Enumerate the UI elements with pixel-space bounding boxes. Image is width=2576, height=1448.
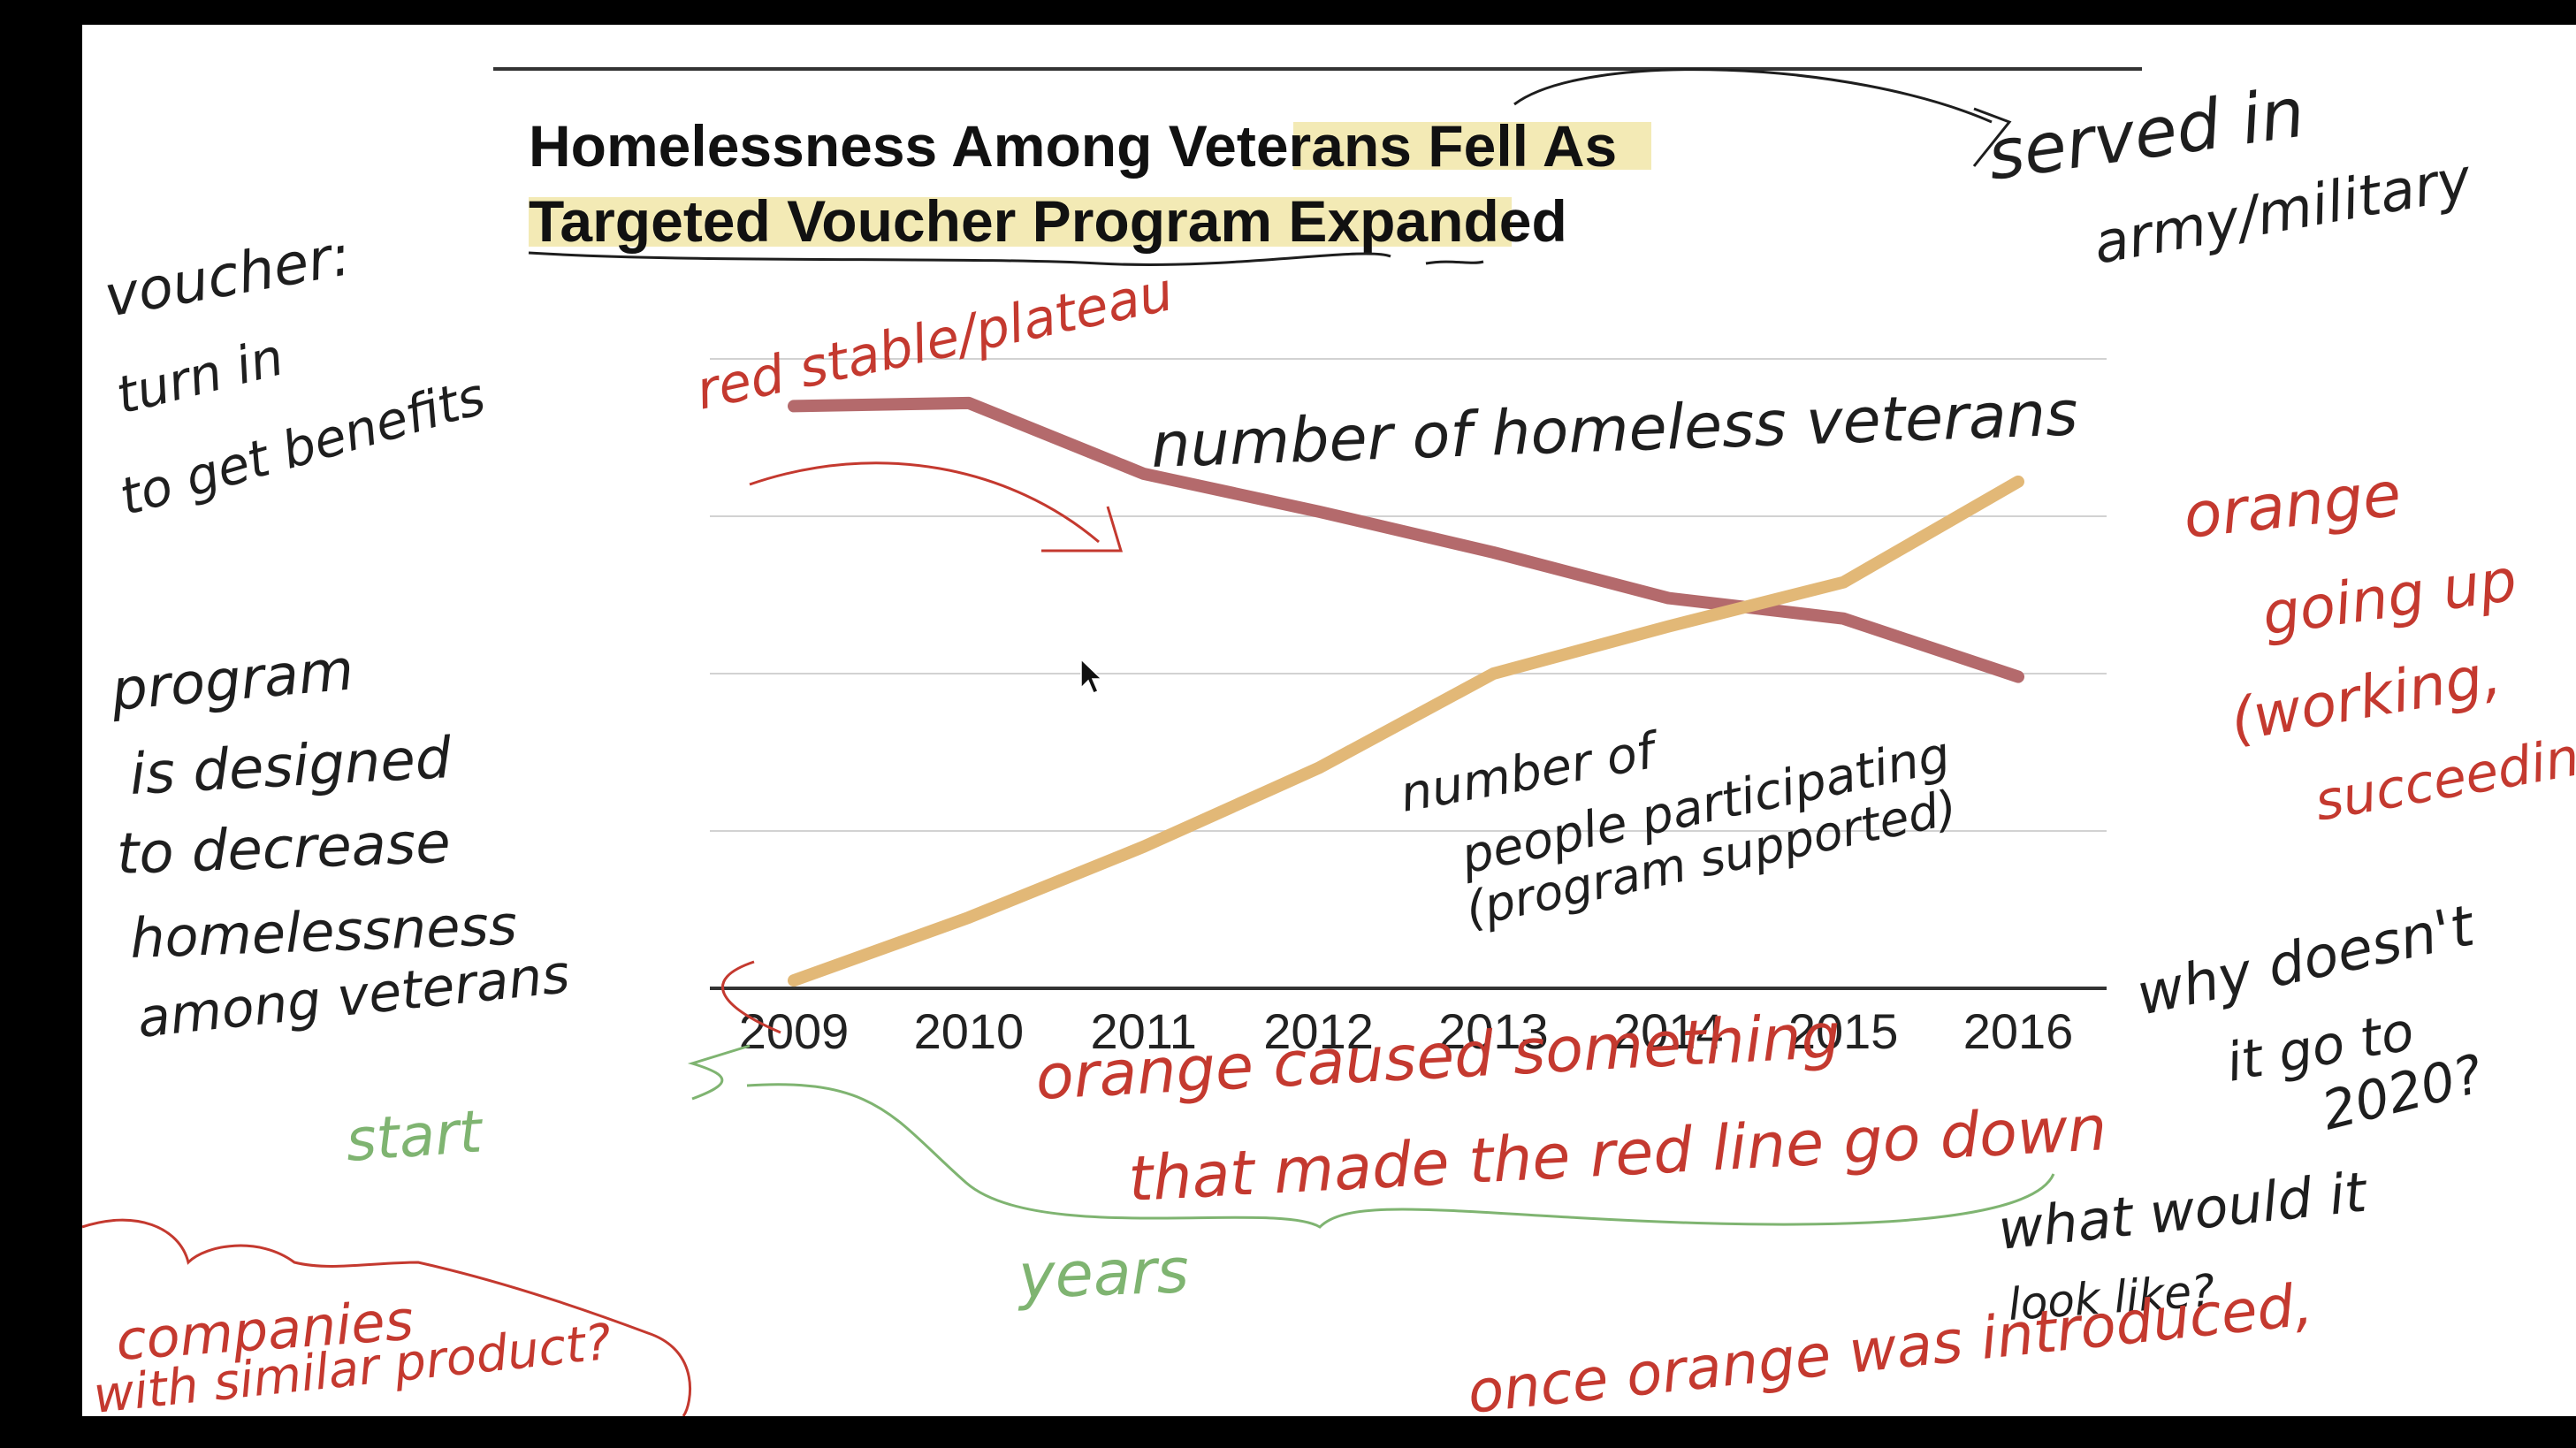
data-point: [1842, 617, 1845, 620]
chart-svg: Homelessness Among Veterans Fell As Targ…: [82, 67, 2576, 1416]
annotation-orange-1: orange: [2180, 458, 2405, 553]
title-underline-ink: [528, 251, 1391, 266]
companies-cloud: [82, 1218, 691, 1416]
annotation-start: start: [344, 1097, 486, 1175]
data-point: [2017, 480, 2019, 483]
data-point: [793, 979, 795, 982]
chart-title-line-2: Targeted Voucher Program Expanded: [529, 188, 1567, 254]
red-stable-arrow-head: [1041, 506, 1124, 553]
data-point: [1667, 625, 1670, 628]
title-highlight-program: [529, 197, 1512, 247]
annotation-orange-4: succeeding: [2310, 720, 2576, 834]
start-circle: [721, 960, 781, 1034]
series-line-1: [788, 396, 2024, 683]
data-point: [1317, 766, 1320, 769]
annotation-program-1: program: [108, 637, 356, 724]
annotation-number-homeless: number of homeless veterans: [1150, 377, 2079, 482]
data-point: [1142, 845, 1145, 848]
data-point: [967, 916, 970, 918]
data-point: [2017, 675, 2019, 678]
data-point: [1667, 597, 1670, 599]
x-tick-label: 2012: [1263, 1003, 1374, 1059]
slide-canvas: Homelessness Among Veterans Fell As Targ…: [82, 25, 2576, 1416]
data-point: [1492, 551, 1495, 553]
served-arrow: [1513, 68, 1993, 124]
series-line-2: [788, 475, 2024, 987]
years-brace: [746, 1083, 2055, 1229]
data-point: [1317, 510, 1320, 513]
annotation-program-2: is designed: [128, 726, 453, 808]
x-tick-label: 2009: [739, 1003, 850, 1059]
start-arrow: [687, 1044, 751, 1101]
x-tick-label: 2011: [1091, 1003, 1197, 1059]
annotations: served in army/military voucher: turn in…: [82, 73, 2576, 1416]
chart-title-line-1: Homelessness Among Veterans Fell As: [529, 113, 1617, 179]
annotation-orange-2: going up: [2259, 545, 2521, 648]
annotation-program-4: homelessness: [129, 893, 518, 971]
plot-area: 2009 2010 2011 2012 2013 2014 2015 2016: [710, 358, 2107, 1059]
annotation-voucher-2: turn in: [111, 326, 289, 425]
annotation-program-3: to decrease: [116, 811, 452, 888]
annotation-orange-3: (working,: [2225, 640, 2505, 754]
x-tick-label: 2016: [1963, 1003, 2074, 1059]
annotation-once-orange: once orange was introduced,: [1465, 1270, 2316, 1416]
data-point: [1492, 673, 1495, 674]
annotation-orange-caused-2: that made the red line go down: [1127, 1092, 2109, 1216]
data-point: [1842, 581, 1845, 583]
x-tick-label: 2015: [1788, 1003, 1899, 1059]
annotation-years: years: [1016, 1234, 1190, 1313]
annotation-served-in: served in: [1983, 73, 2309, 196]
title-underline-ink-2: [1425, 260, 1484, 265]
mouse-cursor-icon: [1080, 658, 1103, 694]
data-point: [1142, 472, 1145, 475]
x-tick-label: 2013: [1438, 1003, 1549, 1059]
x-tick-label: 2014: [1613, 1003, 1724, 1059]
title-highlight-veterans: [1293, 122, 1651, 170]
data-point: [793, 405, 795, 408]
data-point: [967, 401, 970, 404]
annotation-voucher-1: voucher:: [100, 223, 355, 331]
red-stable-arrow: [749, 461, 1100, 544]
annotation-why-1: why doesn't: [2131, 893, 2482, 1028]
x-tick-label: 2010: [914, 1003, 1025, 1059]
served-arrow-head: [1972, 107, 2012, 167]
annotation-why-4: what would it: [1995, 1159, 2372, 1262]
